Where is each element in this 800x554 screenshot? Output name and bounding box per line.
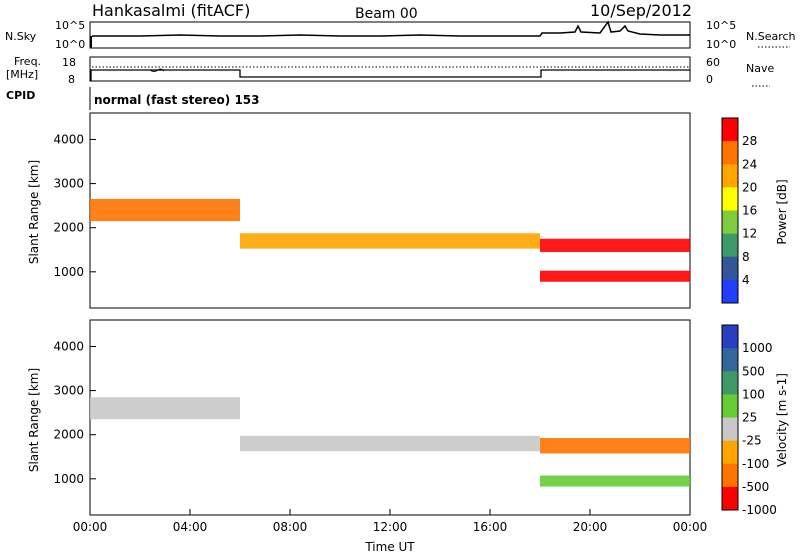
power-colorbar-segment <box>722 279 738 304</box>
power-colorbar-label: Power [dB] <box>775 179 789 244</box>
power-colorbar-segment <box>722 141 738 165</box>
velocity-colorbar: 1000 500 100 25 -25 -100 -500 -1000 <box>721 324 777 517</box>
velocity-colorbar-segment <box>722 486 738 511</box>
velocity-band-3 <box>540 475 690 487</box>
nave-trace <box>90 69 690 81</box>
velocity-colorbar-tick: -1000 <box>742 503 777 517</box>
power-colorbar-tick: 24 <box>742 157 757 171</box>
nave-label: Nave <box>746 62 774 75</box>
velocity-colorbar-segment <box>722 348 738 372</box>
station-title: Hankasalmi (fitACF) <box>92 1 250 20</box>
velocity-ytick-label: 1000 <box>53 472 84 486</box>
velocity-colorbar-tick: 100 <box>742 387 765 401</box>
velocity-colorbar-segment <box>722 371 738 395</box>
nsearch-label: N.Search <box>746 30 796 43</box>
power-ytick-label: 3000 <box>53 177 84 191</box>
velocity-band-0 <box>90 397 240 420</box>
freq-tick-top: 18 <box>62 56 76 69</box>
power-colorbar-tick: 16 <box>742 204 757 218</box>
xtick-label: 12:00 <box>373 520 408 534</box>
velocity-band-1 <box>240 435 540 452</box>
power-colorbar-tick: 28 <box>742 134 757 148</box>
power-colorbar-tick: 8 <box>742 250 750 264</box>
xtick-label: 08:00 <box>273 520 308 534</box>
beam-title: Beam 00 <box>355 6 418 22</box>
power-colorbar-segment <box>722 187 738 211</box>
freq-unit: [MHz] <box>6 68 38 81</box>
power-colorbar-segment <box>722 233 738 258</box>
velocity-colorbar-segment <box>722 394 738 418</box>
power-panel: 4000 3000 2000 1000 <box>53 112 691 309</box>
nave-tick-top: 60 <box>706 56 720 69</box>
power-ytick-label: 1000 <box>53 265 84 279</box>
freq-panel <box>89 56 691 82</box>
velocity-band-2 <box>540 438 690 454</box>
power-ylabel: Slant Range [km] <box>27 160 41 264</box>
freq-label: Freq. <box>14 55 41 68</box>
date-title: 10/Sep/2012 <box>590 1 692 20</box>
velocity-colorbar-tick: 500 <box>742 364 765 378</box>
x-axis-label: Time UT <box>364 540 415 554</box>
power-band-0 <box>90 199 240 222</box>
nsearch-tick-bottom: 10^0 <box>706 38 736 51</box>
velocity-colorbar-segment <box>722 325 738 349</box>
velocity-colorbar-label: Velocity [m s-1] <box>775 373 789 467</box>
power-ytick-label: 2000 <box>53 221 84 235</box>
nsky-trace <box>92 20 690 37</box>
nsky-tick-top: 10^5 <box>55 19 85 32</box>
velocity-colorbar-tick: -25 <box>742 434 762 448</box>
power-colorbar-segment <box>722 256 738 281</box>
power-band-3 <box>540 270 690 282</box>
nsky-panel <box>89 20 691 49</box>
cpid-label: CPID <box>6 89 35 102</box>
xtick-label: 00:00 <box>673 520 708 534</box>
velocity-colorbar-segment <box>722 440 738 465</box>
power-ytick-label: 4000 <box>53 132 84 146</box>
nave-tick-bottom: 0 <box>706 73 713 86</box>
nsky-tick-bottom: 10^0 <box>55 38 85 51</box>
velocity-colorbar-tick: 1000 <box>742 341 773 355</box>
velocity-panel: 4000 3000 2000 1000 00:00 04:00 08:00 12:00 16:… <box>53 319 708 534</box>
power-colorbar-tick: 20 <box>742 180 757 194</box>
velocity-ytick-label: 4000 <box>53 339 84 353</box>
xtick-label: 20:00 <box>573 520 608 534</box>
nsearch-tick-top: 10^5 <box>706 19 736 32</box>
velocity-colorbar-segment <box>722 463 738 488</box>
velocity-ytick-label: 2000 <box>53 428 84 442</box>
cpid-text: normal (fast stereo) 153 <box>94 93 260 107</box>
velocity-colorbar-segment <box>722 417 738 442</box>
power-colorbar: 28 24 20 16 12 8 4 <box>721 117 757 304</box>
velocity-ytick-label: 3000 <box>53 384 84 398</box>
power-colorbar-segment <box>722 210 738 235</box>
xtick-label: 04:00 <box>173 520 208 534</box>
velocity-colorbar-tick: -100 <box>742 457 769 471</box>
power-band-2 <box>540 238 690 252</box>
xtick-label: 00:00 <box>73 520 108 534</box>
power-colorbar-segment <box>722 164 738 188</box>
power-colorbar-tick: 12 <box>742 227 757 241</box>
velocity-colorbar-tick: 25 <box>742 411 757 425</box>
power-band-1 <box>240 233 540 249</box>
power-colorbar-segment <box>722 118 738 142</box>
velocity-colorbar-tick: -500 <box>742 480 769 494</box>
freq-tick-bottom: 8 <box>68 73 75 86</box>
velocity-ylabel: Slant Range [km] <box>27 368 41 472</box>
xtick-label: 16:00 <box>473 520 508 534</box>
power-colorbar-tick: 4 <box>742 273 750 287</box>
nsky-label: N.Sky <box>5 30 37 43</box>
